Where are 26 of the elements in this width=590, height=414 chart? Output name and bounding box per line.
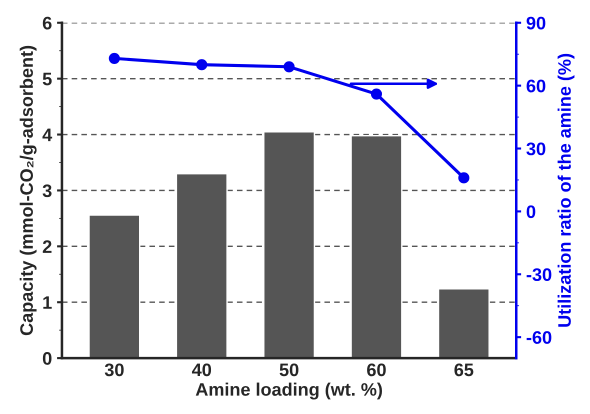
y-tick-label: 0	[42, 352, 52, 365]
x-tick-label: 30	[104, 363, 124, 376]
y-tick-label: 6	[42, 16, 52, 30]
x-tick-label: 40	[192, 363, 212, 376]
x-tick-label: 65	[454, 363, 474, 376]
point	[108, 52, 120, 64]
y2-tick-label: 90	[526, 16, 546, 30]
point	[284, 61, 295, 72]
y-tick-label: 1	[43, 296, 52, 309]
y2-tick-label: 0	[526, 205, 536, 218]
y-axis-title: Capacity (mmol-CO₂/g-adsorbent)	[20, 46, 37, 336]
y2-axis-title: Utilization ratio of the amine (%)	[558, 54, 574, 327]
point	[370, 88, 382, 100]
y2-tick-label: -30	[526, 268, 552, 282]
y2-tick-label: -60	[526, 331, 552, 344]
y-tick-label: 3	[42, 184, 52, 198]
point	[458, 172, 470, 184]
y2-tick-label: 60	[526, 80, 546, 92]
y2-tick-label: 30	[526, 142, 546, 156]
y-tick-label: 2	[42, 240, 52, 253]
x-axis-title: Amine loading (wt. %)	[196, 382, 382, 400]
y-tick-label: 5	[42, 72, 52, 86]
point	[196, 59, 208, 70]
x-tick-label: 60	[367, 363, 386, 376]
x-tick-label: 50	[280, 363, 298, 376]
y-tick-label: 4	[42, 128, 52, 142]
